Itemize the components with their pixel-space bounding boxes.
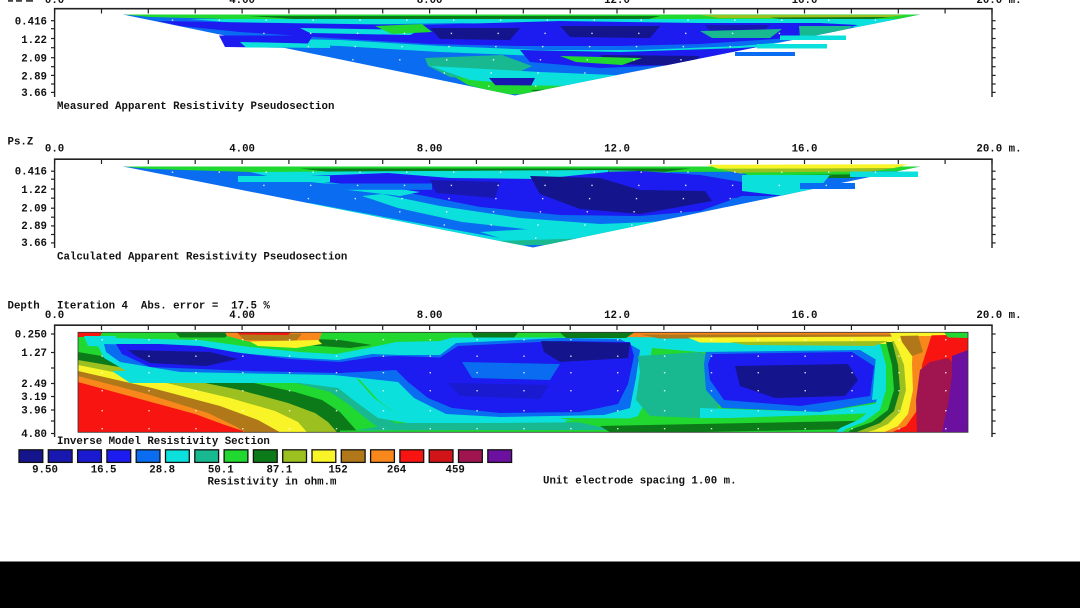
svg-text:0.250: 0.250	[15, 330, 47, 342]
svg-text:3.96: 3.96	[21, 406, 47, 418]
svg-text:20.0 m.: 20.0 m.	[976, 310, 1021, 322]
svg-text:4.80: 4.80	[21, 429, 47, 441]
svg-text:16.0: 16.0	[792, 144, 818, 156]
svg-text:8.00: 8.00	[417, 144, 443, 156]
svg-text:12.0: 12.0	[604, 310, 630, 322]
svg-text:0.416: 0.416	[15, 166, 47, 178]
svg-text:2.09: 2.09	[21, 53, 47, 65]
svg-text:0.416: 0.416	[15, 16, 47, 28]
svg-text:12.0: 12.0	[604, 0, 630, 7]
svg-text:4.00: 4.00	[229, 144, 255, 156]
svg-text:4.00: 4.00	[229, 310, 255, 322]
svg-text:264: 264	[387, 465, 407, 477]
svg-text:152: 152	[328, 465, 347, 477]
svg-text:2.49: 2.49	[21, 379, 47, 391]
svg-text:28.8: 28.8	[149, 465, 175, 477]
svg-text:Resistivity in ohm.m: Resistivity in ohm.m	[207, 477, 337, 489]
svg-text:0.0: 0.0	[45, 144, 64, 156]
svg-text:3.66: 3.66	[21, 88, 47, 100]
svg-text:0.0: 0.0	[45, 310, 64, 322]
svg-text:8.00: 8.00	[417, 310, 443, 322]
svg-text:16.5: 16.5	[91, 465, 117, 477]
svg-text:1.22: 1.22	[21, 185, 47, 197]
svg-text:3.19: 3.19	[21, 392, 47, 404]
svg-text:Unit electrode spacing 1.00 m.: Unit electrode spacing 1.00 m.	[543, 476, 737, 488]
svg-text:Depth: Depth	[8, 300, 40, 312]
svg-text:3.66: 3.66	[21, 238, 47, 250]
svg-text:20.0 m.: 20.0 m.	[976, 144, 1021, 156]
svg-text:9.50: 9.50	[32, 465, 58, 477]
svg-text:459: 459	[446, 465, 465, 477]
svg-text:8.00: 8.00	[417, 0, 443, 7]
svg-text:1.22: 1.22	[21, 35, 47, 47]
svg-text:2.09: 2.09	[21, 204, 47, 216]
svg-text:Calculated Apparent Resistivit: Calculated Apparent Resistivity Pseudose…	[57, 251, 347, 263]
svg-text:Inverse Model Resistivity Sect: Inverse Model Resistivity Section	[57, 436, 270, 448]
svg-text:16.0: 16.0	[792, 310, 818, 322]
svg-text:Ps.Z: Ps.Z	[8, 137, 34, 149]
svg-text:Measured Apparent Resistivity: Measured Apparent Resistivity Pseudosect…	[57, 101, 334, 113]
svg-text:20.0 m.: 20.0 m.	[976, 0, 1021, 7]
svg-text:2.89: 2.89	[21, 221, 47, 233]
svg-text:16.0: 16.0	[792, 0, 818, 7]
svg-text:Iteration 4 Abs. error = 17.: Iteration 4 Abs. error = 17.5 %	[57, 300, 270, 312]
svg-text:50.1: 50.1	[208, 465, 234, 477]
svg-text:0.0: 0.0	[45, 0, 64, 7]
svg-text:4.00: 4.00	[229, 0, 255, 7]
svg-text:12.0: 12.0	[604, 144, 630, 156]
svg-text:87.1: 87.1	[266, 465, 292, 477]
svg-text:1.27: 1.27	[21, 348, 47, 360]
svg-text:2.89: 2.89	[21, 72, 47, 84]
